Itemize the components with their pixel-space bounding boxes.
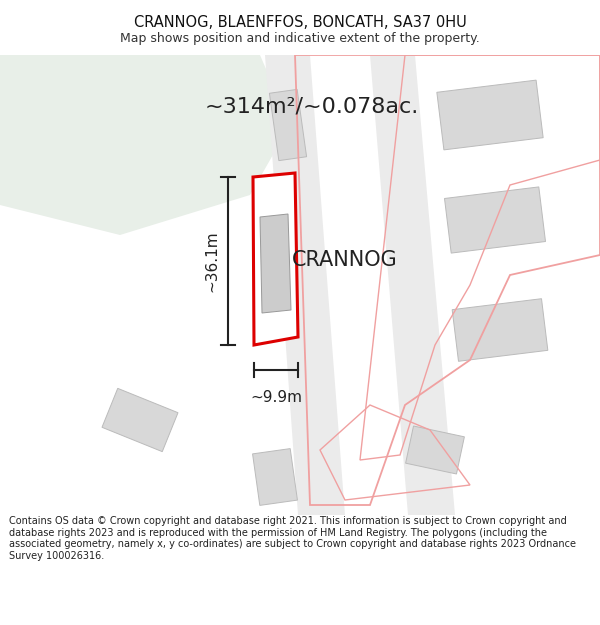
Polygon shape [437,80,543,150]
Text: Map shows position and indicative extent of the property.: Map shows position and indicative extent… [120,32,480,45]
Polygon shape [370,55,455,515]
Polygon shape [452,299,548,361]
Polygon shape [253,173,298,345]
Text: CRANNOG: CRANNOG [292,250,398,270]
Text: ~9.9m: ~9.9m [250,390,302,405]
Polygon shape [102,388,178,452]
Text: Contains OS data © Crown copyright and database right 2021. This information is : Contains OS data © Crown copyright and d… [9,516,576,561]
Polygon shape [253,449,298,506]
Polygon shape [269,89,307,161]
Polygon shape [265,55,345,515]
Polygon shape [406,426,464,474]
Polygon shape [260,214,291,313]
Polygon shape [445,187,545,253]
Text: ~314m²/~0.078ac.: ~314m²/~0.078ac. [205,97,419,117]
Text: CRANNOG, BLAENFFOS, BONCATH, SA37 0HU: CRANNOG, BLAENFFOS, BONCATH, SA37 0HU [134,16,466,31]
Polygon shape [0,55,290,235]
Text: ~36.1m: ~36.1m [205,230,220,292]
